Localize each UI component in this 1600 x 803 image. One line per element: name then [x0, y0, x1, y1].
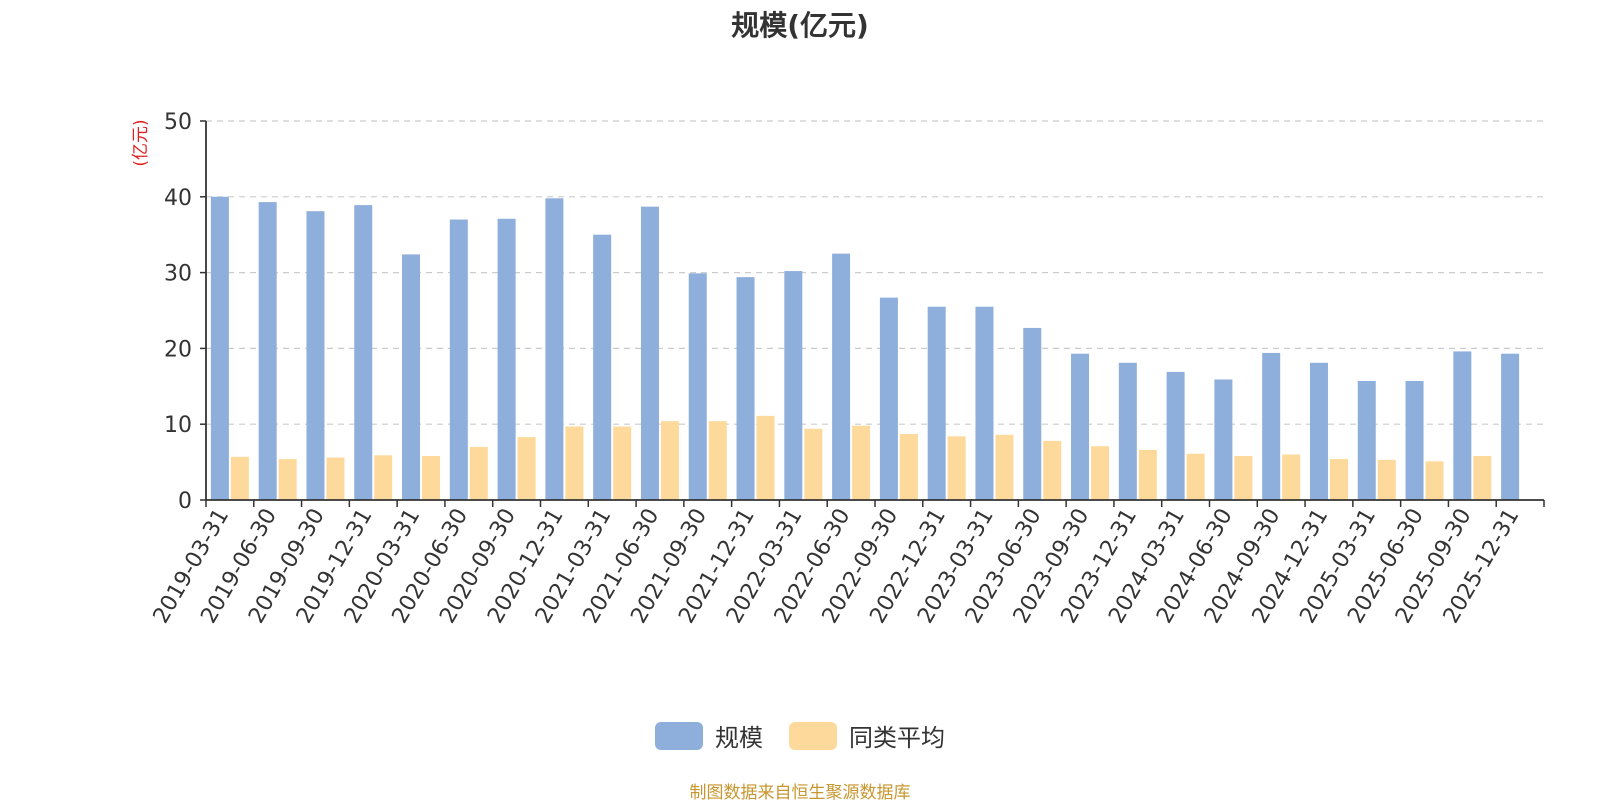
bar-scale[interactable]: [593, 234, 612, 500]
y-tick-label: 50: [164, 110, 192, 135]
bar-scale[interactable]: [736, 277, 755, 500]
bar-peer-average[interactable]: [422, 456, 441, 500]
bar-peer-average[interactable]: [1043, 440, 1062, 500]
bar-peer-average[interactable]: [565, 426, 584, 500]
bar-scale[interactable]: [1309, 362, 1328, 500]
bar-scale[interactable]: [210, 196, 229, 501]
bar-scale[interactable]: [354, 205, 373, 500]
legend: 规模 同类平均: [0, 718, 1600, 753]
bar-scale[interactable]: [1501, 353, 1520, 500]
bar-scale[interactable]: [402, 254, 421, 500]
bar-peer-average[interactable]: [1186, 453, 1205, 500]
bar-scale[interactable]: [688, 273, 707, 500]
bar-scale[interactable]: [545, 198, 564, 501]
legend-swatch-scale: [655, 721, 703, 750]
bar-scale[interactable]: [784, 271, 803, 500]
bar-scale[interactable]: [1453, 351, 1472, 500]
bar-scale[interactable]: [1023, 327, 1042, 500]
bar-peer-average[interactable]: [1234, 456, 1253, 500]
bar-peer-average[interactable]: [1473, 456, 1492, 500]
y-tick-label: 0: [178, 489, 192, 514]
y-tick-label: 30: [164, 262, 192, 287]
y-axis-unit-label: (亿元): [131, 119, 151, 166]
bar-scale[interactable]: [1071, 353, 1090, 500]
bar-peer-average[interactable]: [804, 428, 823, 500]
x-tick-labels: 2019-03-312019-06-302019-09-302019-12-31…: [149, 505, 1525, 628]
bar-scale[interactable]: [1357, 380, 1376, 500]
bar-peer-average[interactable]: [756, 415, 775, 500]
bar-peer-average[interactable]: [517, 437, 536, 500]
y-tick-labels: 0 10 20 30 40 50: [164, 110, 192, 514]
chart-title: 规模(亿元): [731, 9, 869, 42]
bar-scale[interactable]: [975, 306, 994, 500]
legend-item-scale[interactable]: 规模: [655, 718, 763, 753]
bar-peer-average[interactable]: [899, 434, 918, 500]
y-tick-label: 40: [164, 186, 192, 211]
bars: [210, 196, 1520, 501]
bar-scale[interactable]: [1214, 379, 1233, 500]
bar-peer-average[interactable]: [947, 436, 966, 500]
bar-peer-average[interactable]: [1091, 446, 1110, 500]
bar-peer-average[interactable]: [1329, 459, 1348, 500]
bar-peer-average[interactable]: [1425, 461, 1444, 500]
bar-peer-average[interactable]: [995, 434, 1014, 500]
legend-label-scale: 规模: [715, 724, 763, 752]
bar-scale[interactable]: [306, 211, 325, 500]
bar-scale[interactable]: [258, 202, 277, 500]
bar-peer-average[interactable]: [1377, 459, 1396, 500]
bar-peer-average[interactable]: [230, 456, 249, 500]
bar-scale[interactable]: [832, 253, 851, 500]
legend-swatch-peer-average: [789, 721, 837, 750]
bar-peer-average[interactable]: [326, 457, 345, 500]
bar-scale[interactable]: [879, 297, 898, 500]
bar-peer-average[interactable]: [469, 446, 488, 500]
source-note: 制图数据来自恒生聚源数据库: [689, 783, 911, 803]
y-tick-label: 20: [164, 337, 192, 362]
bar-scale[interactable]: [640, 206, 659, 501]
legend-item-peer-average[interactable]: 同类平均: [789, 718, 945, 753]
legend-label-peer-average: 同类平均: [849, 724, 945, 752]
bar-scale[interactable]: [1262, 352, 1281, 500]
bar-peer-average[interactable]: [852, 425, 871, 500]
bar-scale[interactable]: [497, 218, 516, 501]
bar-peer-average[interactable]: [1282, 454, 1301, 500]
y-tick-label: 10: [164, 413, 192, 438]
bar-scale[interactable]: [1166, 371, 1185, 500]
bar-peer-average[interactable]: [278, 459, 297, 500]
bar-peer-average[interactable]: [613, 426, 632, 500]
bar-peer-average[interactable]: [374, 455, 393, 500]
bar-peer-average[interactable]: [708, 421, 727, 500]
axes: [200, 120, 1545, 507]
bar-scale[interactable]: [1405, 380, 1424, 500]
bar-peer-average[interactable]: [1138, 449, 1157, 500]
bar-peer-average[interactable]: [660, 421, 679, 500]
bar-scale[interactable]: [449, 219, 468, 501]
bar-scale[interactable]: [1118, 362, 1137, 500]
bar-scale[interactable]: [927, 306, 946, 500]
